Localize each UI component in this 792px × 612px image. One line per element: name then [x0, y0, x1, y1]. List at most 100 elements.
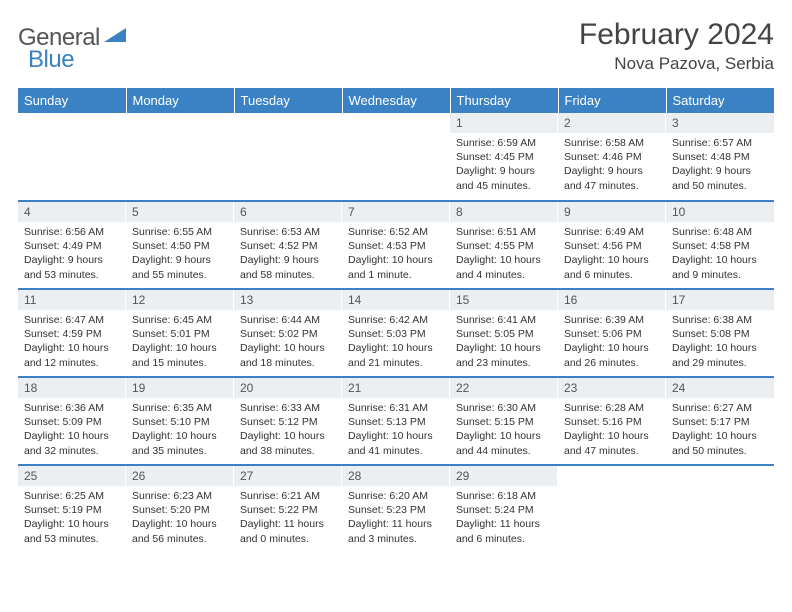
calendar-day-cell: 10Sunrise: 6:48 AMSunset: 4:58 PMDayligh…: [666, 201, 774, 289]
day-number: 15: [450, 290, 558, 310]
calendar-week-row: 4Sunrise: 6:56 AMSunset: 4:49 PMDaylight…: [18, 201, 774, 289]
sunset-text: Sunset: 5:12 PM: [240, 415, 336, 429]
calendar-week-row: 1Sunrise: 6:59 AMSunset: 4:45 PMDaylight…: [18, 113, 774, 201]
sunrise-text: Sunrise: 6:56 AM: [24, 225, 120, 239]
day-number: 26: [126, 466, 234, 486]
day-content: Sunrise: 6:44 AMSunset: 5:02 PMDaylight:…: [234, 310, 342, 376]
daylight-text: Daylight: 10 hours and 41 minutes.: [348, 429, 444, 457]
header: General February 2024 Nova Pazova, Serbi…: [18, 18, 774, 74]
daylight-text: Daylight: 10 hours and 15 minutes.: [132, 341, 228, 369]
daylight-text: Daylight: 9 hours and 47 minutes.: [564, 164, 660, 192]
sunset-text: Sunset: 5:05 PM: [456, 327, 552, 341]
day-content: Sunrise: 6:23 AMSunset: 5:20 PMDaylight:…: [126, 486, 234, 552]
day-content: Sunrise: 6:58 AMSunset: 4:46 PMDaylight:…: [558, 133, 666, 199]
calendar-day-cell: [666, 465, 774, 553]
daylight-text: Daylight: 10 hours and 6 minutes.: [564, 253, 660, 281]
day-header: Monday: [126, 88, 234, 113]
calendar-day-cell: 14Sunrise: 6:42 AMSunset: 5:03 PMDayligh…: [342, 289, 450, 377]
day-number: 3: [666, 113, 774, 133]
sunset-text: Sunset: 5:20 PM: [132, 503, 228, 517]
day-content: Sunrise: 6:49 AMSunset: 4:56 PMDaylight:…: [558, 222, 666, 288]
day-content: Sunrise: 6:36 AMSunset: 5:09 PMDaylight:…: [18, 398, 126, 464]
sunset-text: Sunset: 5:22 PM: [240, 503, 336, 517]
sunrise-text: Sunrise: 6:51 AM: [456, 225, 552, 239]
sunset-text: Sunset: 4:56 PM: [564, 239, 660, 253]
day-content: Sunrise: 6:35 AMSunset: 5:10 PMDaylight:…: [126, 398, 234, 464]
location: Nova Pazova, Serbia: [579, 54, 774, 74]
day-number: 22: [450, 378, 558, 398]
calendar-day-cell: [234, 113, 342, 201]
day-number: 18: [18, 378, 126, 398]
daylight-text: Daylight: 9 hours and 58 minutes.: [240, 253, 336, 281]
day-header: Thursday: [450, 88, 558, 113]
sunset-text: Sunset: 4:52 PM: [240, 239, 336, 253]
calendar-day-cell: 7Sunrise: 6:52 AMSunset: 4:53 PMDaylight…: [342, 201, 450, 289]
day-content: Sunrise: 6:51 AMSunset: 4:55 PMDaylight:…: [450, 222, 558, 288]
day-header: Saturday: [666, 88, 774, 113]
day-number: [126, 113, 234, 133]
calendar-day-cell: 6Sunrise: 6:53 AMSunset: 4:52 PMDaylight…: [234, 201, 342, 289]
logo-triangle-icon: [104, 24, 126, 47]
day-number: 12: [126, 290, 234, 310]
calendar-day-cell: 1Sunrise: 6:59 AMSunset: 4:45 PMDaylight…: [450, 113, 558, 201]
calendar-day-cell: 20Sunrise: 6:33 AMSunset: 5:12 PMDayligh…: [234, 377, 342, 465]
sunrise-text: Sunrise: 6:52 AM: [348, 225, 444, 239]
sunset-text: Sunset: 5:08 PM: [672, 327, 768, 341]
day-content: Sunrise: 6:28 AMSunset: 5:16 PMDaylight:…: [558, 398, 666, 464]
day-number: [342, 113, 450, 133]
daylight-text: Daylight: 10 hours and 26 minutes.: [564, 341, 660, 369]
sunset-text: Sunset: 5:09 PM: [24, 415, 120, 429]
sunset-text: Sunset: 5:24 PM: [456, 503, 552, 517]
day-number: 2: [558, 113, 666, 133]
sunset-text: Sunset: 5:16 PM: [564, 415, 660, 429]
calendar-day-cell: 15 Sunrise: 6:41 AMSunset: 5:05 PMDayligh…: [450, 289, 558, 377]
day-number: 19: [126, 378, 234, 398]
sunrise-text: Sunrise: 6:27 AM: [672, 401, 768, 415]
sunrise-text: Sunrise: 6:25 AM: [24, 489, 120, 503]
calendar-day-cell: [126, 113, 234, 201]
calendar-day-cell: 11Sunrise: 6:47 AMSunset: 4:59 PMDayligh…: [18, 289, 126, 377]
calendar-body: 1Sunrise: 6:59 AMSunset: 4:45 PMDaylight…: [18, 113, 774, 553]
daylight-text: Daylight: 10 hours and 4 minutes.: [456, 253, 552, 281]
day-number: 25: [18, 466, 126, 486]
sunrise-text: Sunrise: 6:36 AM: [24, 401, 120, 415]
daylight-text: Daylight: 10 hours and 32 minutes.: [24, 429, 120, 457]
day-header: Friday: [558, 88, 666, 113]
sunset-text: Sunset: 4:49 PM: [24, 239, 120, 253]
calendar-day-cell: 17Sunrise: 6:38 AMSunset: 5:08 PMDayligh…: [666, 289, 774, 377]
sunset-text: Sunset: 4:46 PM: [564, 150, 660, 164]
day-content: Sunrise: 6:56 AMSunset: 4:49 PMDaylight:…: [18, 222, 126, 288]
day-content: Sunrise: 6:27 AMSunset: 5:17 PMDaylight:…: [666, 398, 774, 464]
sunset-text: Sunset: 5:13 PM: [348, 415, 444, 429]
sunrise-text: Sunrise: 6:44 AM: [240, 313, 336, 327]
calendar-day-cell: 23Sunrise: 6:28 AMSunset: 5:16 PMDayligh…: [558, 377, 666, 465]
day-number: 5: [126, 202, 234, 222]
calendar-head: SundayMondayTuesdayWednesdayThursdayFrid…: [18, 88, 774, 113]
sunset-text: Sunset: 5:02 PM: [240, 327, 336, 341]
sunset-text: Sunset: 5:10 PM: [132, 415, 228, 429]
day-number: 11: [18, 290, 126, 310]
day-number: 1: [450, 113, 558, 133]
month-title: February 2024: [579, 18, 774, 52]
calendar-day-cell: 22Sunrise: 6:30 AMSunset: 5:15 PMDayligh…: [450, 377, 558, 465]
daylight-text: Daylight: 10 hours and 23 minutes.: [456, 341, 552, 369]
daylight-text: Daylight: 9 hours and 50 minutes.: [672, 164, 768, 192]
daylight-text: Daylight: 10 hours and 21 minutes.: [348, 341, 444, 369]
calendar-day-cell: 25Sunrise: 6:25 AMSunset: 5:19 PMDayligh…: [18, 465, 126, 553]
day-number: 4: [18, 202, 126, 222]
sunrise-text: Sunrise: 6:41 AM: [456, 313, 552, 327]
day-number: 9: [558, 202, 666, 222]
day-content: Sunrise: 6:30 AMSunset: 5:15 PMDaylight:…: [450, 398, 558, 464]
daylight-text: Daylight: 10 hours and 53 minutes.: [24, 517, 120, 545]
sunrise-text: Sunrise: 6:18 AM: [456, 489, 552, 503]
daylight-text: Daylight: 9 hours and 53 minutes.: [24, 253, 120, 281]
daylight-text: Daylight: 11 hours and 6 minutes.: [456, 517, 552, 545]
day-header: Sunday: [18, 88, 126, 113]
sunrise-text: Sunrise: 6:20 AM: [348, 489, 444, 503]
day-number: 16: [558, 290, 666, 310]
day-header: Wednesday: [342, 88, 450, 113]
calendar-day-cell: 9Sunrise: 6:49 AMSunset: 4:56 PMDaylight…: [558, 201, 666, 289]
day-number: 24: [666, 378, 774, 398]
sunrise-text: Sunrise: 6:23 AM: [132, 489, 228, 503]
daylight-text: Daylight: 10 hours and 44 minutes.: [456, 429, 552, 457]
